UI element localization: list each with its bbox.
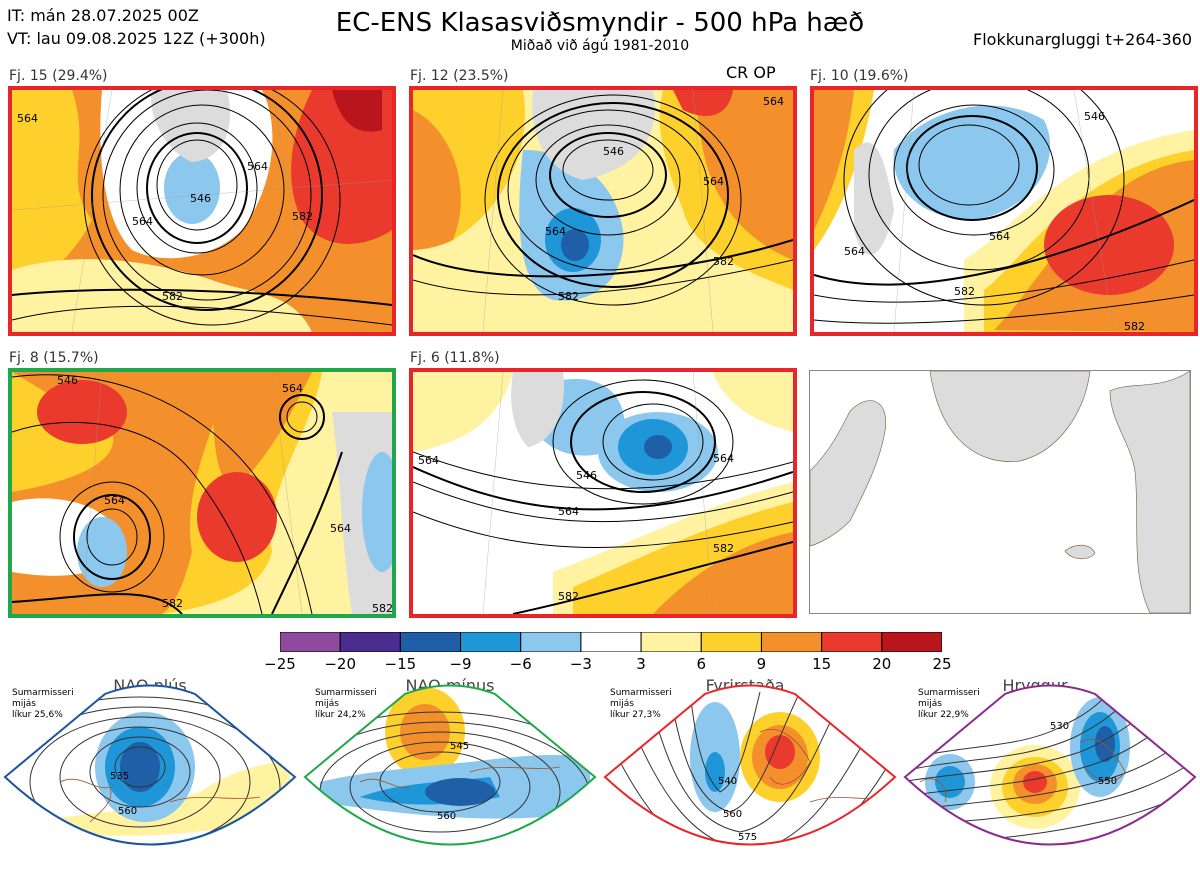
colorbar-tick-label: −3 [569, 655, 592, 673]
contour-label: 582 [292, 210, 313, 223]
colorbar-swatch [339, 631, 401, 653]
regime-contour-label: 575 [738, 832, 757, 843]
colorbar-swatch [881, 631, 943, 653]
regime-contour-label: 540 [718, 776, 737, 787]
colorbar-tick-label: −25 [264, 655, 296, 673]
contour-label: 564 [844, 245, 865, 258]
contour-label: 564 [17, 112, 38, 125]
contour-label: 546 [57, 374, 78, 387]
colorbar-tick-label: 20 [872, 655, 892, 673]
contour-label: 546 [576, 469, 597, 482]
regime-map-nao-minus: 545 560 575 [300, 672, 600, 872]
cluster-label-3: Fj. 10 (19.6%) [810, 68, 909, 84]
contour-label: 582 [954, 285, 975, 298]
contour-label: 564 [989, 230, 1010, 243]
cr-op-label: CR OP [726, 63, 776, 82]
reference-map [809, 370, 1191, 614]
colorbar-swatch [580, 631, 642, 653]
contour-label: 546 [1084, 110, 1105, 123]
page-subtitle: Miðað við ágú 1981-2010 [510, 38, 690, 54]
regime-map-ridge: 530 550 575 [900, 672, 1200, 872]
cluster-label-2: Fj. 12 (23.5%) [410, 68, 509, 84]
cluster-map-5: 564 546 564 582 582 564 [409, 368, 797, 618]
contour-label: 564 [713, 452, 734, 465]
cluster-map-4: 546 564 564 582 582 564 [8, 368, 396, 618]
colorbar [279, 631, 943, 656]
regime-contour-label: 560 [437, 811, 456, 822]
contour-label: 564 [247, 160, 268, 173]
contour-label: 564 [132, 215, 153, 228]
regime-note-nao-minus: Sumarmisseri mijás líkur 24,2% [315, 688, 377, 720]
contour-label: 564 [558, 505, 579, 518]
valid-time: VT: lau 09.08.2025 12Z (+300h) [7, 29, 266, 48]
contour-label: 582 [558, 590, 579, 603]
regime-note-ridge: Sumarmisseri mijás líkur 22,9% [918, 688, 980, 720]
colorbar-tick-label: −9 [449, 655, 472, 673]
contour-label: 564 [282, 382, 303, 395]
colorbar-swatch [520, 631, 582, 653]
regime-contour-label: 545 [450, 741, 469, 752]
contour-label: 564 [330, 522, 351, 535]
contour-label: 582 [713, 255, 734, 268]
contour-label: 582 [372, 602, 392, 614]
regime-map-nao-plus: 535 560 [0, 672, 300, 872]
regime-contour-label: 560 [118, 806, 137, 817]
contour-label: 582 [162, 290, 183, 303]
contour-label: 582 [558, 290, 579, 303]
colorbar-swatch [279, 631, 341, 653]
regime-contour-label: 530 [1050, 721, 1069, 732]
colorbar-swatch [821, 631, 883, 653]
cluster-label-4: Fj. 8 (15.7%) [9, 350, 99, 366]
colorbar-tick-label: −15 [384, 655, 417, 673]
cluster-label-1: Fj. 15 (29.4%) [9, 68, 108, 84]
contour-label: 546 [603, 145, 624, 158]
colorbar-swatch [640, 631, 702, 653]
colorbar-swatches [279, 631, 943, 653]
colorbar-tick-label: −20 [324, 655, 356, 673]
regime-contour-label: 550 [1098, 776, 1117, 787]
page-title: EC-ENS Klasasviðsmyndir - 500 hPa hæð [335, 8, 865, 38]
colorbar-tick-label: 25 [932, 655, 952, 673]
regime-note-blocking: Sumarmisseri mijás líkur 27,3% [610, 688, 672, 720]
colorbar-tick-label: 6 [696, 655, 707, 673]
contour-label: 582 [162, 597, 183, 610]
cluster-map-1: 564 546 564 582 582 564 [8, 86, 396, 336]
initial-time: IT: mán 28.07.2025 00Z [7, 6, 199, 25]
contour-label: 564 [545, 225, 566, 238]
regime-contour-label: 560 [723, 809, 742, 820]
regime-map-blocking: 540 560 575 [600, 672, 900, 872]
cluster-label-5: Fj. 6 (11.8%) [410, 350, 500, 366]
regime-contour-label: 535 [110, 771, 129, 782]
colorbar-swatch [760, 631, 823, 653]
contour-label: 546 [190, 192, 211, 205]
regime-note-nao-plus: Sumarmisseri mijás líkur 25,6% [12, 688, 74, 720]
contour-label: 564 [763, 95, 784, 108]
colorbar-tick-label: 3 [636, 655, 646, 673]
colorbar-tick-label: 9 [756, 655, 767, 673]
contour-label: 564 [104, 494, 125, 507]
colorbar-tick-label: −6 [509, 655, 532, 673]
regime-contour-label: 575 [447, 850, 466, 861]
contour-label: 564 [418, 454, 439, 467]
colorbar-swatch [700, 631, 762, 653]
contour-label: 564 [703, 175, 724, 188]
contour-label: 582 [1124, 320, 1145, 332]
cluster-map-2: 546 564 582 582 564 564 [409, 86, 797, 336]
cluster-map-3: 564 582 564 546 582 [810, 86, 1198, 336]
colorbar-tick-label: 15 [812, 655, 832, 673]
colorbar-swatch [399, 631, 462, 653]
clustering-window: Flokkunargluggi t+264-360 [973, 30, 1192, 49]
contour-label: 582 [713, 542, 734, 555]
colorbar-swatch [460, 631, 522, 653]
